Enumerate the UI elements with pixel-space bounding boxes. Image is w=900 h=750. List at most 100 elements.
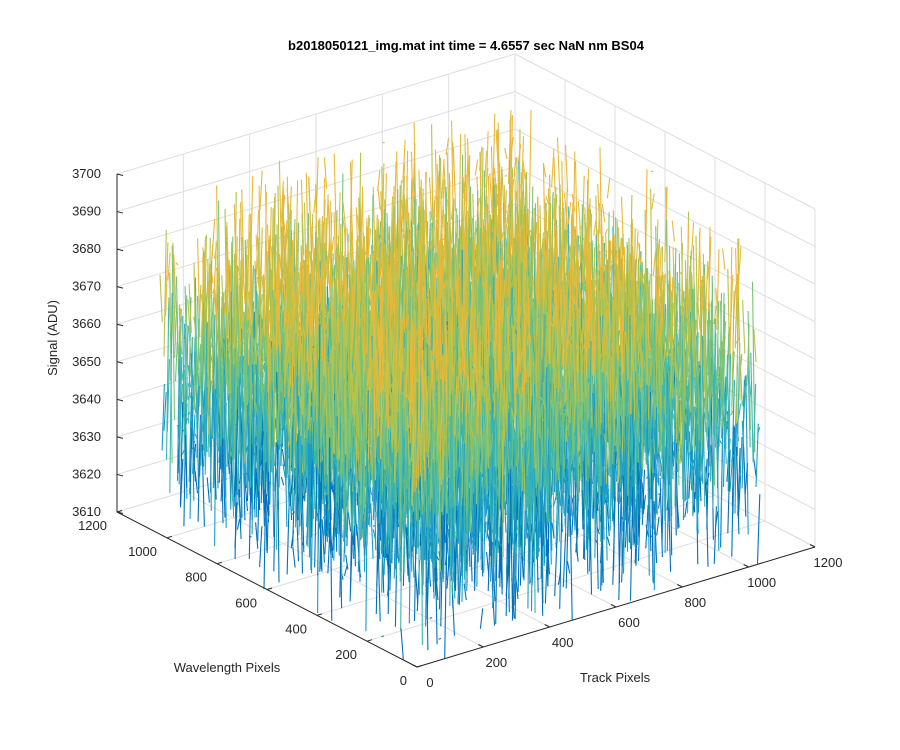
grid-line (116, 91, 516, 213)
surface-segment (169, 293, 173, 494)
surface-segment (205, 269, 209, 352)
surface-segment (452, 142, 456, 191)
surface-segment (204, 322, 208, 456)
surface-segment (593, 219, 597, 236)
surface-segment (173, 254, 177, 313)
surface-segment (166, 359, 171, 432)
surface-segment (528, 109, 532, 245)
surface-segment (308, 178, 312, 237)
surface-segment (244, 239, 248, 304)
surface-segment (261, 426, 265, 527)
surface-segment (192, 414, 196, 474)
surface-segment (206, 274, 211, 374)
surface-segment (337, 192, 341, 280)
surface-segment (187, 299, 191, 333)
surface-segment (564, 145, 569, 193)
surface-segment (335, 244, 339, 264)
surface-segment (167, 252, 171, 281)
surface-mesh (159, 109, 761, 660)
surface-segment (410, 151, 415, 225)
surface-segment (207, 237, 211, 435)
surface-segment (510, 179, 515, 201)
surface-segment (187, 383, 192, 399)
surface-segment (401, 229, 406, 239)
surface-segment (175, 262, 179, 266)
surface-segment (165, 300, 170, 460)
surface-segment (651, 193, 655, 210)
surface-segment (174, 300, 178, 358)
surface-segment (178, 356, 183, 468)
surface-segment (333, 153, 338, 248)
surface-segment (188, 326, 192, 361)
surface-segment (194, 351, 198, 446)
surface-segment (281, 449, 286, 467)
surface-segment (474, 159, 479, 176)
surface-segment (196, 295, 201, 403)
surface-segment (244, 483, 249, 511)
surface-segment (366, 217, 371, 259)
surface-segment (168, 297, 172, 333)
surface-segment (196, 386, 200, 458)
surface-segment (210, 297, 214, 339)
surface-segment (377, 170, 381, 192)
surface-segment (445, 137, 450, 155)
surface-segment (263, 192, 267, 339)
surface-segment (415, 224, 419, 280)
surface-segment (187, 412, 191, 415)
grid-line (514, 91, 816, 247)
surface-segment (178, 307, 182, 355)
surface-segment (159, 274, 163, 323)
surface-segment (403, 199, 407, 268)
surface-segment (208, 380, 212, 416)
surface-segment (197, 414, 201, 522)
surface-segment (188, 391, 193, 482)
surface-segment (256, 277, 261, 291)
surface-segment (522, 159, 526, 180)
surface-segment (234, 236, 238, 334)
surface-segment (650, 170, 654, 173)
surface-segment (208, 260, 213, 448)
surface-segment (510, 137, 514, 153)
surface-segment (161, 383, 165, 451)
surface-segment (451, 205, 455, 244)
surface-segment (181, 449, 185, 455)
surface-segment (163, 229, 167, 357)
surface-segment (509, 120, 513, 200)
surface-segment (177, 424, 181, 446)
grid-line (116, 53, 516, 175)
surface-segment (189, 427, 193, 494)
surface-segment (226, 221, 230, 298)
surface-segment (178, 304, 183, 321)
surface-segment (213, 438, 217, 500)
surface-segment (489, 173, 493, 214)
surface-segment (382, 141, 385, 144)
surface-segment (182, 315, 186, 463)
surface-segment (200, 257, 205, 345)
surface-segment (163, 391, 167, 431)
surface-segment (280, 476, 285, 486)
surface-segment (504, 147, 508, 160)
surface-segment (196, 318, 200, 394)
surface-segment (171, 245, 176, 420)
surface-segment (190, 353, 195, 501)
surface-segment (323, 157, 328, 190)
surface-segment (183, 295, 188, 427)
grid-line (514, 53, 816, 210)
surface-segment (551, 148, 555, 188)
surface-segment (281, 242, 286, 294)
surface-segment (346, 228, 350, 274)
surface-segment (402, 139, 406, 184)
surface-segment (201, 444, 205, 527)
surface-segment (284, 236, 288, 281)
surface-segment (220, 424, 224, 502)
surface-segment (165, 242, 169, 317)
surface-segment (178, 308, 182, 436)
surface-segment (172, 243, 176, 343)
surface-segment (545, 196, 549, 205)
surface-segment (606, 177, 611, 199)
surface-segment (197, 238, 201, 338)
surface-segment (174, 331, 179, 382)
surface-segment (400, 199, 405, 233)
surface-segment (185, 324, 189, 436)
